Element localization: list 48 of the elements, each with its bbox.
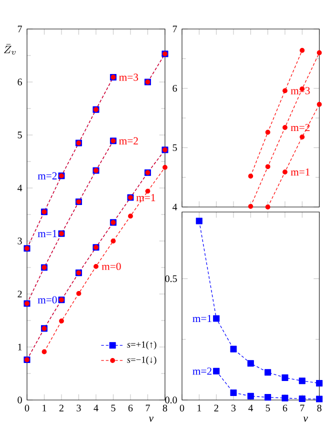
y-tick-label: 7	[172, 26, 177, 32]
y-tick-label: 0.0	[165, 396, 177, 404]
y-axis-title: $\bar{Z}_v$	[4, 44, 16, 55]
x-tick-label: 4	[248, 404, 254, 412]
x-tick-label: 0	[24, 404, 30, 412]
x-tick-label: 2	[59, 404, 64, 412]
y-tick-label: 4	[17, 184, 22, 192]
annotation: m=1	[38, 230, 57, 238]
y-tick-label: 5	[18, 132, 22, 138]
legend-label: s=−1(↓)	[127, 356, 156, 365]
x-tick-label: 3	[231, 404, 236, 412]
x-tick-label: 5	[266, 404, 270, 412]
x-tick-label: 7	[300, 404, 304, 412]
y-tick-label: 0.5	[165, 275, 177, 282]
annotation: m=1	[290, 168, 310, 176]
y-tick-label: 6	[18, 78, 22, 86]
annotation: m=0	[38, 296, 57, 304]
annotation: m=1	[136, 194, 156, 202]
x-tick-label: 6	[128, 404, 133, 412]
y-tick-label: 5	[172, 144, 177, 151]
x-tick-label: 5	[111, 404, 116, 412]
y-tick-label: 6	[172, 84, 177, 92]
x-tick-label: 0	[180, 404, 184, 412]
y-tick-label: 4	[172, 204, 178, 210]
annotation: m=2	[38, 172, 57, 180]
legend-label: s=+1(↑)	[127, 341, 156, 350]
annotation: m=0	[102, 262, 121, 270]
annotation: m=2	[119, 137, 138, 144]
y-tick-label: 3	[18, 238, 22, 244]
x-tick-label: 8	[162, 404, 168, 412]
x-tick-label: 3	[76, 404, 81, 412]
x-tick-label: 6	[282, 404, 288, 412]
x-tick-label: 7	[146, 404, 150, 412]
y-tick-label: 7	[18, 26, 22, 32]
y-tick-label: 2	[18, 290, 22, 298]
x-tick-label: 8	[317, 404, 322, 412]
annotation: m=1	[192, 314, 212, 322]
x-tick-label: 1	[198, 404, 202, 412]
x-tick-label: 4	[94, 404, 98, 412]
x-tick-label: 2	[214, 404, 218, 412]
y-tick-label: 0	[18, 396, 22, 404]
x-tick-label: 1	[42, 404, 46, 412]
x-axis-title: v	[148, 416, 154, 422]
x-axis-title: v	[303, 416, 308, 422]
annotation: m=2	[290, 124, 310, 132]
annotation: m=2	[192, 368, 212, 375]
y-tick-label: 1	[18, 344, 22, 350]
annotation: m=3	[119, 74, 138, 81]
